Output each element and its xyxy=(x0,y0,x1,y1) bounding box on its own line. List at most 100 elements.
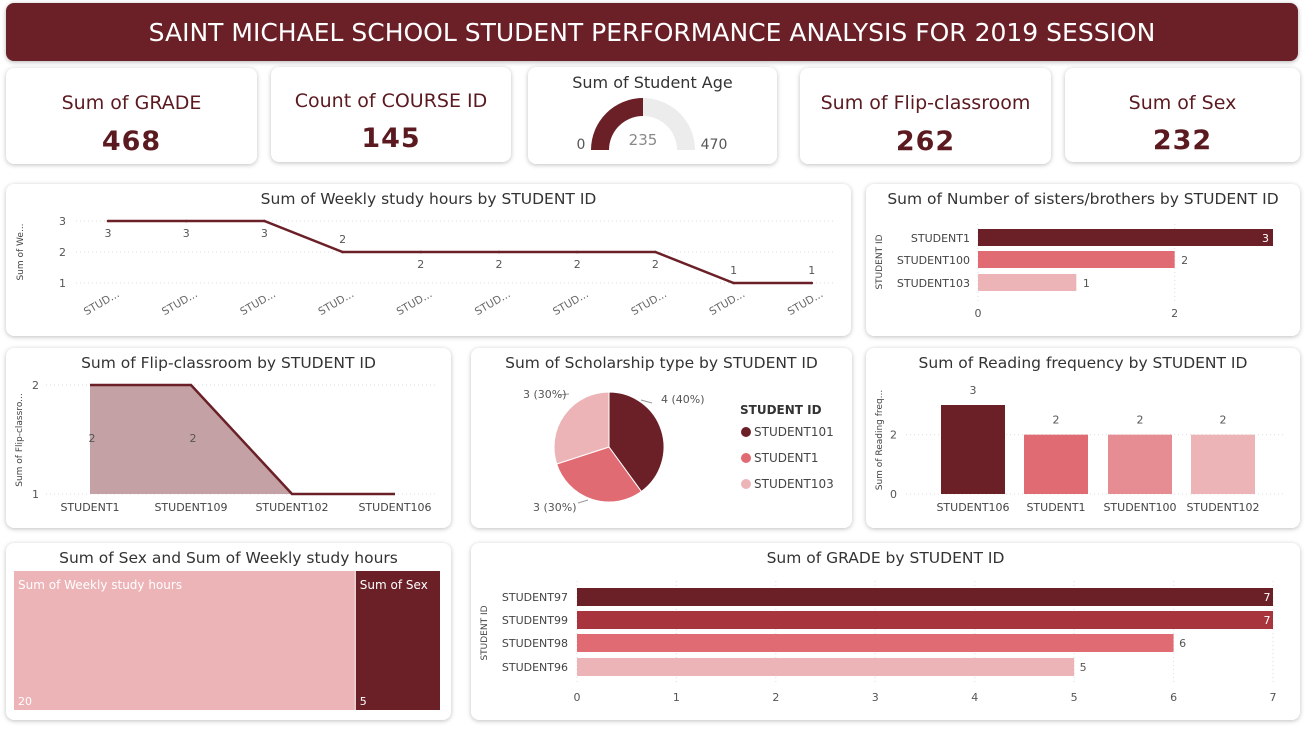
x-tick-label: 5 xyxy=(1071,691,1078,704)
y-tick-label: 1 xyxy=(32,488,39,501)
treemap-tile xyxy=(14,571,355,710)
data-label: 3 xyxy=(183,227,190,240)
data-label: 2 xyxy=(496,258,503,271)
data-label: 1 xyxy=(1083,277,1090,290)
category-label: STUDENT98 xyxy=(502,637,568,650)
category-label: STUDENT103 xyxy=(897,277,970,290)
kpi-value: 262 xyxy=(895,126,956,157)
treemap-chart: Sum of Weekly study hours 20 Sum of Sex 5 xyxy=(14,571,440,710)
data-label: 2 xyxy=(339,233,346,246)
weekly-hours-card[interactable]: Sum of Weekly study hours by STUDENT ID … xyxy=(6,184,851,336)
bar xyxy=(577,588,1273,606)
x-tick-label: STUDENT109 xyxy=(154,501,227,514)
kpi-value: 232 xyxy=(1152,125,1213,156)
kpi-label: Count of COURSE ID xyxy=(294,90,488,112)
legend-title: STUDENT ID xyxy=(740,403,822,417)
x-tick-label: STUDENT102 xyxy=(1186,501,1259,514)
kpi-value: 145 xyxy=(361,123,421,154)
tile-value: 5 xyxy=(360,695,367,708)
bar xyxy=(577,634,1174,652)
data-point xyxy=(497,250,501,254)
y-tick-label: 0 xyxy=(890,488,897,501)
kpi-label: Sum of GRADE xyxy=(61,92,202,114)
gauge-card[interactable]: Sum of Student Age 0 235 470 xyxy=(528,67,777,164)
x-tick-label: STUD... xyxy=(160,288,200,318)
flip-card[interactable]: Sum of Flip-classroom by STUDENT ID 1 2 Su… xyxy=(6,348,451,528)
kpi-label: Sum of Sex xyxy=(1128,92,1237,114)
data-point xyxy=(810,281,814,285)
chart-title: Sum of Number of sisters/brothers by STU… xyxy=(887,190,1279,208)
y-tick-label: 2 xyxy=(59,246,66,259)
chart-title: Sum of Sex and Sum of Weekly study hours xyxy=(59,549,398,567)
gauge-value-label: 235 xyxy=(629,131,658,149)
x-tick-label: STUDENT102 xyxy=(255,501,328,514)
tile-label: Sum of Sex xyxy=(360,578,428,592)
x-tick-label: STUDENT1 xyxy=(60,501,119,514)
data-label: 3 (30%) xyxy=(523,388,567,401)
data-label: 7 xyxy=(1264,591,1271,604)
x-tick-label: 1 xyxy=(673,691,680,704)
data-label: 7 xyxy=(1264,614,1271,627)
chart-title: Sum of Reading frequency by STUDENT ID xyxy=(918,354,1248,372)
scholarship-card[interactable]: Sum of Scholarship type by STUDENT ID 4 … xyxy=(471,348,852,528)
kpi-card-course[interactable]: Count of COURSE ID 145 xyxy=(271,67,511,162)
data-label: 2 xyxy=(1220,414,1227,427)
data-label: 1 xyxy=(730,264,737,277)
y-tick-label: 2 xyxy=(32,379,39,392)
kpi-card-grade[interactable]: Sum of GRADE 468 xyxy=(6,68,257,164)
data-label: 6 xyxy=(1179,637,1186,650)
bar xyxy=(978,274,1077,291)
x-tick-label: STUDENT106 xyxy=(936,501,1009,514)
x-tick-label: STUD... xyxy=(395,288,435,318)
siblings-card[interactable]: Sum of Number of sisters/brothers by STU… xyxy=(866,184,1300,336)
category-label: STUDENT99 xyxy=(502,614,568,627)
treemap-card[interactable]: Sum of Sex and Sum of Weekly study hours… xyxy=(6,543,451,720)
data-label: 3 xyxy=(261,227,268,240)
x-tick-label: STUDENT100 xyxy=(1103,501,1176,514)
x-tick-label: STUD... xyxy=(473,288,513,318)
siblings-chart: 0 2 STUDENT ID STUDENT1 3 STUDENT100 2 STUDENT1… xyxy=(875,224,1273,320)
flip-chart: 1 2 Sum of Flip-classro... 2 STUDENT1 2 STUDEN… xyxy=(15,379,436,514)
chart-title: Sum of Scholarship type by STUDENT ID xyxy=(505,354,818,372)
grade-card[interactable]: Sum of GRADE by STUDENT ID 0 1 2 3 4 5 6 7 STUDE… xyxy=(471,543,1300,720)
pie-slice xyxy=(608,391,665,493)
data-point xyxy=(575,250,579,254)
leader-line xyxy=(577,499,589,504)
bar xyxy=(978,229,1273,246)
y-axis-label: Sum of Reading freq... xyxy=(875,390,885,490)
y-tick-label: 1 xyxy=(59,277,66,290)
data-label: 5 xyxy=(1080,661,1087,674)
kpi-value: 468 xyxy=(101,126,162,157)
data-label: 3 xyxy=(105,227,112,240)
gauge-min-label: 0 xyxy=(577,137,586,153)
pie-slice xyxy=(553,391,610,465)
leader-line xyxy=(640,399,653,404)
legend-label: STUDENT1 xyxy=(754,451,819,465)
category-label: STUDENT100 xyxy=(897,254,970,267)
reading-card[interactable]: Sum of Reading frequency by STUDENT ID 0… xyxy=(866,348,1300,528)
x-tick-label: STUD... xyxy=(82,288,122,318)
data-label: 2 xyxy=(417,258,424,271)
y-axis-label: Sum of We... xyxy=(16,223,26,280)
gauge-chart: 0 235 470 xyxy=(577,98,727,153)
kpi-card-sex[interactable]: Sum of Sex 232 xyxy=(1065,68,1300,162)
legend-marker xyxy=(741,453,751,463)
legend-label: STUDENT101 xyxy=(754,425,834,439)
category-label: STUDENT1 xyxy=(911,232,970,245)
bar xyxy=(1108,434,1172,494)
chart-title: Sum of Weekly study hours by STUDENT ID xyxy=(260,190,597,208)
reading-chart: 0 2 Sum of Reading freq... 3 STUDENT106 2 STUD… xyxy=(875,384,1286,514)
data-label: 2 xyxy=(574,258,581,271)
x-tick-label: STUD... xyxy=(551,288,591,318)
tile-label: Sum of Weekly study hours xyxy=(18,578,182,592)
grade-chart: 0 1 2 3 4 5 6 7 STUDENT ID STUDENT97 7 STUDENT99 7 ST… xyxy=(480,581,1277,704)
data-label: 2 xyxy=(1137,414,1144,427)
y-axis-label: STUDENT ID xyxy=(875,234,885,289)
kpi-card-flip[interactable]: Sum of Flip-classroom 262 xyxy=(800,68,1051,164)
x-tick-label: STUD... xyxy=(238,288,278,318)
weekly-hours-chart: 1 2 3 Sum of We... 3 STUD... 3 STUD... 3 STUD... 2… xyxy=(16,215,836,318)
bar xyxy=(577,611,1273,629)
data-label: 3 xyxy=(970,384,977,397)
y-axis-label: Sum of Flip-classro... xyxy=(15,393,25,487)
bar xyxy=(978,251,1175,268)
